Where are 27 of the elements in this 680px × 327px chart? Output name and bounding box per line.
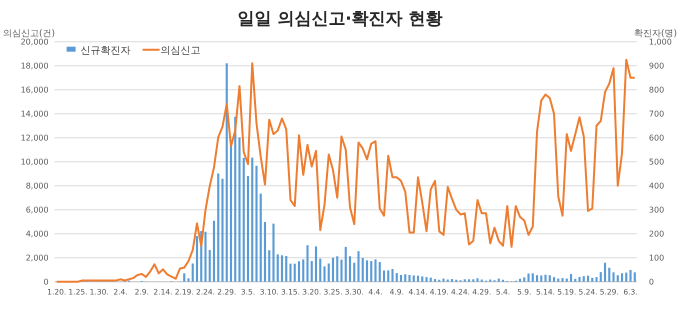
y2-tick-label: 400 <box>648 182 664 191</box>
y-tick-label: 10,000 <box>20 158 49 167</box>
y2-tick-label: 1,000 <box>648 38 672 47</box>
y2-tick-label: 100 <box>648 254 664 263</box>
y2-tick-label: 500 <box>648 158 664 167</box>
y2-tick-label: 200 <box>648 230 664 239</box>
y2-axis-title: 확진자(명) <box>634 29 677 39</box>
y-tick-label: 6,000 <box>26 206 49 215</box>
y2-tick-label: 800 <box>648 86 664 95</box>
y-tick-label: 18,000 <box>20 62 49 71</box>
chart-title: 일일 의심신고·확진자 현황 <box>237 9 443 29</box>
y-tick-label: 12,000 <box>20 134 49 143</box>
y-tick-label: 2,000 <box>26 254 49 263</box>
y-tick-label: 4,000 <box>26 230 49 239</box>
y2-tick-label: 0 <box>648 278 654 287</box>
y-tick-label: 16,000 <box>20 86 49 95</box>
y-axis-title: 의심신고(건) <box>3 29 56 39</box>
y2-tick-label: 700 <box>648 110 664 119</box>
y-tick-label: 8,000 <box>26 182 49 191</box>
y2-tick-label: 900 <box>648 62 664 71</box>
legend-label: 신규확진자 <box>80 46 131 57</box>
y2-tick-label: 300 <box>648 206 664 215</box>
y-tick-label: 0 <box>44 278 49 287</box>
y-tick-label: 14,000 <box>20 110 49 119</box>
legend-label: 의심신고 <box>160 46 201 57</box>
y-tick-label: 20,000 <box>20 38 49 47</box>
y2-tick-label: 600 <box>648 134 664 143</box>
